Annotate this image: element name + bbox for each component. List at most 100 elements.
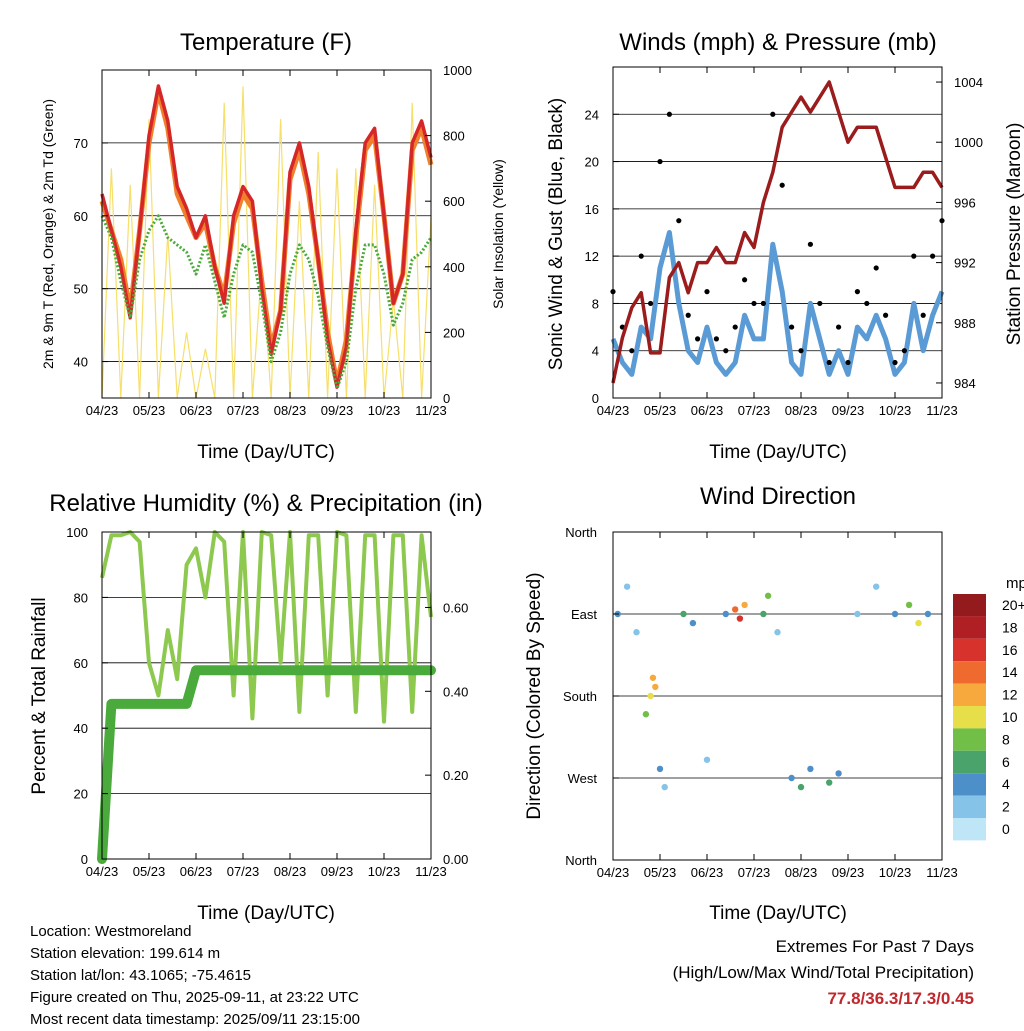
direction-point [915,619,922,627]
created-text: Figure created on Thu, 2025-09-11, at 23… [30,989,359,1006]
winds-ytick-label: 4 [592,344,599,359]
gust-point [742,277,748,283]
direction-panel: Wind Direction NorthWestSouthEastNorth04… [524,483,1024,924]
winds-panel: Winds (mph) & Pressure (mb) 0 4 8 12 16 20 24 9… [546,29,1024,463]
colorbar-label: 14 [1002,664,1018,680]
winds-data [610,80,945,384]
pressure-ytick-label-right: 988 [954,316,976,331]
direction-xtick-label: 04/23 [597,865,630,880]
winds-xtick-label: 07/23 [738,403,771,418]
winds-xtick-label: 04/23 [597,403,630,418]
pressure-ytick-label-right: 1004 [954,75,983,90]
speed-colorbar: 20+ 18 16 14 12 10 8 6 4 2 0 [953,594,1024,841]
winds-xtick-label: 11/23 [926,403,958,418]
temperature-xtick-label: 07/23 [227,403,260,418]
temperature-ticks: 40 50 60 70 0 200 400 600 800 1000 04/23 05/23 06/23… [74,63,472,418]
gust-point [911,253,917,259]
winds-xtick-label: 10/23 [879,403,912,418]
direction-data [614,583,932,791]
gust-point [638,253,644,259]
gust-point [807,241,814,247]
temperature-xtick-label: 06/23 [180,403,213,418]
rh-line [100,530,433,724]
humidity-ylabel: Percent & Total Rainfall [29,597,50,794]
gust-point [713,336,720,342]
pressure-ytick-label-right: 992 [954,256,976,271]
direction-point [826,779,833,786]
humidity-ytick-label: 100 [66,525,88,540]
extremes-values: 77.8/36.3/17.3/0.45 [827,989,974,1008]
colorbar-label: 12 [1002,687,1018,703]
direction-point [760,610,767,618]
humidity-data [97,530,436,864]
direction-point [680,610,687,618]
colorbar-swatch [953,616,986,639]
colorbar-label: 16 [1002,642,1018,658]
humidity-panel: Relative Humidity (%) & Precipitation (i… [29,490,483,924]
humidity-xtick-label: 10/23 [368,864,401,879]
direction-title: Wind Direction [700,483,856,510]
gust-point [873,265,879,271]
colorbar-swatch [953,728,986,751]
gust-point [676,218,682,224]
temperature-xtick-label: 11/23 [415,403,447,418]
gust-point [629,348,635,354]
solar-ytick-label-right: 0 [443,391,450,406]
colorbar-swatch [953,706,986,729]
humidity-ytick-label: 60 [74,656,88,671]
latlon-text: Station lat/lon: 43.1065; -75.4615 [30,967,252,984]
direction-ytick-label: South [563,689,597,704]
gust-point [732,324,738,330]
winds-ticks: 0 4 8 12 16 20 24 984 988 992 996 1000 1004 04/23 05/2… [585,67,983,418]
recent-data-text: Most recent data timestamp: 2025/09/11 2… [30,1011,360,1028]
gust-point [817,300,823,307]
temperature-ytick-label: 50 [74,282,88,297]
direction-xtick-label: 10/23 [879,865,912,880]
solar-ytick-label-right: 400 [443,260,465,275]
direction-point [854,610,861,618]
temperature-panel: Temperature (F) 40 50 60 70 0 200 400 600 800 100… [40,29,506,463]
temperature-xtick-label: 10/23 [368,403,401,418]
humidity-ytick-label: 80 [74,590,88,605]
direction-point [905,601,913,609]
gust-point [648,300,654,307]
direction-point [703,756,711,763]
winds-frame [612,66,943,399]
direction-ytick-label: West [568,771,598,786]
direction-xlabel: Time (Day/UTC) [709,903,847,924]
direction-point [797,783,805,791]
direction-point [732,606,739,613]
humidity-xtick-label: 11/23 [415,864,447,879]
winds-xlabel: Time (Day/UTC) [709,442,847,463]
gust-point [751,300,757,307]
gust-point [770,111,776,117]
direction-ytick-label: North [565,525,597,540]
pressure-ylabel: Station Pressure (Maroon) [1004,123,1024,346]
humidity-xtick-label: 09/23 [321,864,354,879]
colorbar-label: 18 [1002,619,1018,635]
temperature-ytick-label: 60 [74,209,88,224]
colorbar-label: 20+ [1002,597,1024,613]
colorbar-swatch [953,661,986,684]
direction-point [661,783,668,791]
gust-point [760,300,767,307]
gust-point [920,312,926,318]
direction-point [652,683,659,691]
winds-ytick-label: 8 [592,296,599,311]
winds-ytick-label: 16 [585,202,599,217]
elevation-text: Station elevation: 199.614 m [30,945,221,962]
gust-point [798,348,804,354]
humidity-xtick-label: 05/23 [133,864,166,879]
gust-point [789,324,795,330]
direction-point [741,601,748,609]
direction-ylabel: Direction (Colored By Speed) [524,572,545,819]
solar-ytick-label-right: 600 [443,194,465,209]
temperature-title: Temperature (F) [180,29,352,56]
gust-point [930,253,936,259]
colorbar-label: 2 [1002,799,1010,815]
direction-xtick-label: 07/23 [738,865,771,880]
colorbar-title: mph [1006,575,1024,592]
temp-2m-line [100,84,433,389]
temperature-xtick-label: 04/23 [86,403,119,418]
